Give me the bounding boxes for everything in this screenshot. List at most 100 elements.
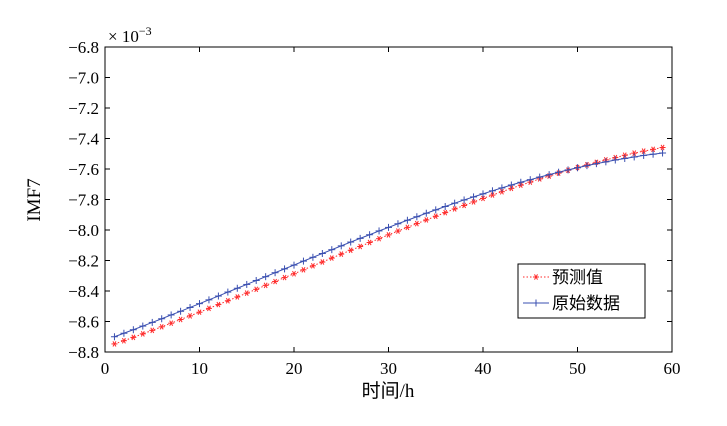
exponent-multiplier: × 10−3: [108, 24, 152, 46]
data-point: [356, 234, 364, 242]
data-point: [451, 199, 459, 207]
data-point: [177, 316, 184, 323]
data-point: [319, 259, 326, 265]
axes-frame: [104, 46, 673, 353]
data-point: [366, 239, 373, 246]
legend-entry: 预测值: [523, 268, 603, 288]
data-point: [347, 238, 355, 246]
data-point: [366, 231, 374, 239]
data-point: [404, 224, 411, 231]
data-point: [309, 253, 317, 261]
data-point: [205, 296, 213, 304]
data-point: [357, 243, 364, 250]
x-tick-label: 50: [569, 359, 586, 378]
data-point: [630, 153, 638, 161]
data-point: [186, 303, 194, 311]
data-point: [328, 246, 336, 254]
y-tick-label: −7.4: [68, 130, 99, 149]
data-point: [300, 266, 307, 273]
data-point: [139, 322, 147, 330]
data-point: [385, 232, 392, 238]
data-point: [272, 278, 279, 285]
data-point: [555, 168, 563, 176]
legend-entry: 原始数据: [523, 294, 620, 314]
data-point: [413, 220, 420, 227]
series-original: [110, 149, 667, 341]
data-point: [507, 181, 515, 189]
data-point: [375, 227, 383, 235]
data-point: [470, 199, 477, 205]
data-point: [271, 269, 279, 277]
data-point: [129, 326, 137, 334]
data-point: [149, 327, 156, 334]
data-point: [460, 196, 468, 204]
data-point: [489, 192, 496, 198]
x-tick-label: 20: [286, 359, 303, 378]
data-point: [480, 195, 486, 202]
data-point: [394, 228, 401, 234]
data-point: [328, 255, 335, 261]
data-point: [423, 217, 430, 223]
data-point: [233, 284, 241, 292]
data-point: [413, 213, 421, 221]
data-point: [215, 301, 222, 308]
data-point: [290, 261, 298, 269]
data-point: [168, 320, 175, 327]
data-point: [545, 171, 553, 179]
data-point: [130, 334, 137, 341]
data-point: [640, 151, 648, 159]
data-point: [281, 265, 289, 273]
data-point: [347, 247, 354, 254]
data-point: [451, 206, 458, 212]
tick-labels: 0 10 20 30 40 50 60 −6.8 −7.0 −7.2 −7.4 −7.6 −7.8 −8.…: [68, 38, 680, 378]
data-point: [385, 223, 392, 231]
data-point: [120, 337, 127, 344]
data-point: [262, 282, 269, 289]
data-point: [526, 176, 534, 184]
data-point: [479, 190, 487, 198]
x-tick-label: 0: [101, 359, 110, 378]
data-point: [158, 323, 165, 330]
data-point: [148, 318, 156, 326]
data-point: [318, 249, 326, 257]
data-point: [498, 188, 505, 195]
x-tick-label: 30: [380, 359, 397, 378]
data-point: [110, 333, 118, 341]
data-point: [139, 331, 146, 337]
data-point: [187, 313, 194, 319]
legend-label: 预测值: [552, 268, 603, 288]
y-tick-label: −7.2: [68, 99, 99, 118]
data-point: [224, 288, 232, 296]
y-tick-label: −8.2: [68, 252, 99, 271]
data-point: [488, 187, 496, 195]
x-tick-label: 10: [191, 359, 208, 378]
data-point: [214, 292, 222, 300]
data-point: [120, 329, 128, 337]
data-point: [205, 305, 212, 312]
data-point: [243, 290, 250, 296]
data-point: [631, 150, 638, 156]
data-point: [461, 202, 468, 209]
data-point: [432, 213, 439, 220]
data-point: [441, 203, 449, 211]
y-tick-label: −8.4: [68, 282, 99, 301]
data-point: [196, 300, 203, 308]
data-point: [243, 280, 251, 288]
y-tick-label: −7.6: [68, 160, 99, 179]
data-point: [403, 216, 411, 224]
data-point: [262, 273, 270, 281]
legend-box: [517, 263, 646, 319]
data-point: [309, 262, 316, 269]
data-point: [659, 149, 667, 157]
data-point: [432, 206, 440, 214]
data-point: [611, 156, 619, 164]
data-point: [177, 307, 185, 315]
legend-marker: [532, 299, 540, 307]
data-point: [338, 251, 345, 257]
data-point: [299, 257, 307, 265]
data-point: [498, 184, 506, 192]
x-axis-label: 时间/h: [362, 380, 415, 402]
y-axis-label: IMF7: [24, 178, 45, 221]
data-point: [592, 160, 600, 168]
